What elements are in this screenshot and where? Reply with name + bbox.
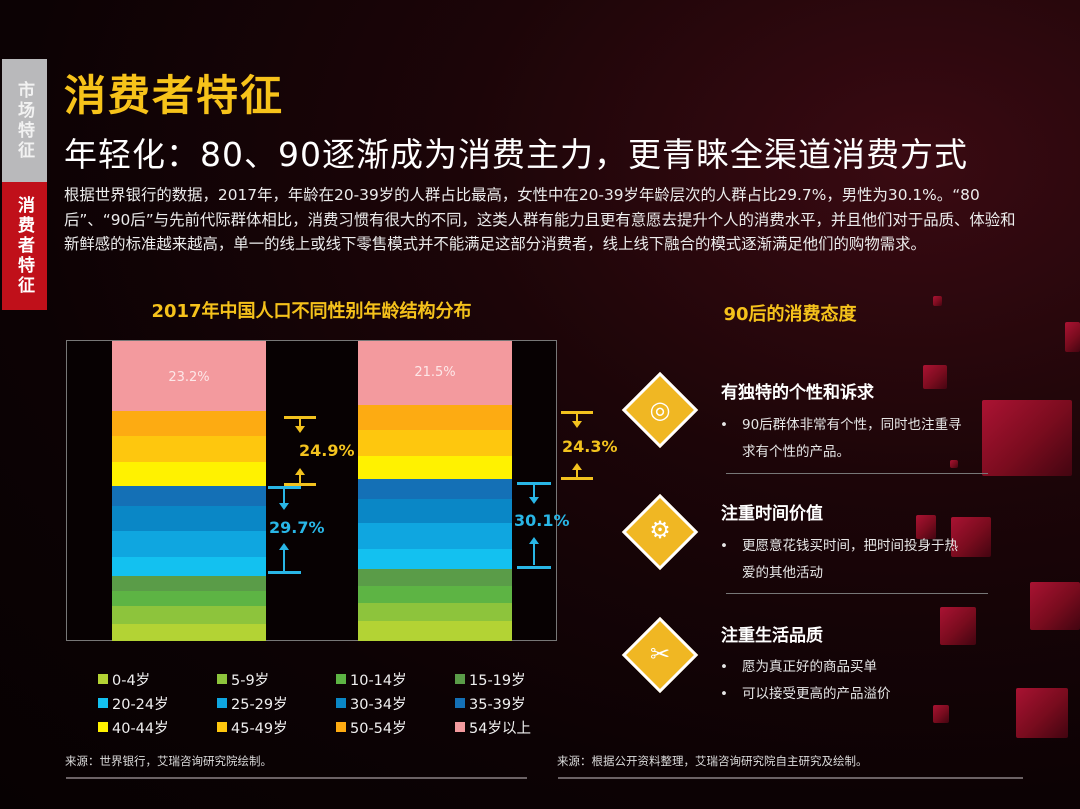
segment-25-29 xyxy=(358,523,512,549)
divider xyxy=(726,473,988,474)
attitude-bullets: 更愿意花钱买时间，把时间投身于热爱的其他活动 xyxy=(720,533,970,587)
bar-male: 21.5% xyxy=(358,341,512,641)
sidebar-item-label: 消费者特征 xyxy=(14,196,34,296)
decorative-cube xyxy=(1065,322,1080,352)
bar-value-label: 23.2% xyxy=(168,370,210,385)
segment-5-9 xyxy=(112,606,266,624)
bracket-label: 29.7% xyxy=(269,518,325,537)
segment-10-14 xyxy=(112,591,266,606)
segment-0-4 xyxy=(112,624,266,641)
bar-value-label: 21.5% xyxy=(414,365,456,380)
legend-item-15-19: 15-19岁 xyxy=(455,669,574,689)
bullet-item: 90后群体非常有个性，同时也注重寻求有个性的产品。 xyxy=(720,412,970,466)
bracket-label: 24.9% xyxy=(299,441,355,460)
segment-45-49 xyxy=(358,430,512,456)
bracket-label: 30.1% xyxy=(514,511,570,530)
decorative-cube xyxy=(933,705,949,723)
bracket-male-20-39: 30.1% xyxy=(514,482,587,572)
sidebar-item-label: 市场特征 xyxy=(14,80,34,161)
legend-item-54-plus: 54岁以上 xyxy=(455,717,574,737)
attitude-title: 注重生活品质 xyxy=(721,626,823,646)
intro-paragraph: 根据世界银行的数据，2017年，年龄在20-39岁的人群占比最高，女性中在20-… xyxy=(64,186,1016,253)
legend-item-45-49: 45-49岁 xyxy=(217,717,336,737)
segment-30-34 xyxy=(358,499,512,523)
segment-30-34 xyxy=(112,506,266,531)
legend-item-40-44: 40-44岁 xyxy=(98,717,217,737)
target-icon: ◎ xyxy=(649,396,671,424)
sidebar-item-market-features[interactable]: 市场特征 xyxy=(2,59,47,182)
attitudes-title: 90后的消费态度 xyxy=(723,304,857,325)
legend-item-10-14: 10-14岁 xyxy=(336,669,455,689)
segment-45-49 xyxy=(112,436,266,462)
segment-10-14 xyxy=(358,586,512,603)
segment-25-29 xyxy=(112,531,266,557)
attitude-item-personality: ◎ 有独特的个性和诉求 90后群体非常有个性，同时也注重寻求有个性的产品。 xyxy=(620,371,988,477)
legend-item-0-4: 0-4岁 xyxy=(98,669,217,689)
decorative-cube xyxy=(923,365,947,389)
segment-54-plus xyxy=(358,341,512,405)
decorative-cube xyxy=(940,607,976,645)
growth-chart-icon: ⚙ xyxy=(649,516,671,544)
segment-20-24 xyxy=(112,557,266,576)
bar-female: 23.2% xyxy=(112,341,266,641)
segment-40-44 xyxy=(358,456,512,479)
attitude-bullets: 愿为真正好的商品买单 可以接受更高的产品溢价 xyxy=(720,654,970,708)
bracket-female-20-39: 29.7% xyxy=(268,486,338,576)
page-title: 消费者特征 xyxy=(64,71,285,120)
divider xyxy=(558,777,1023,779)
attitude-title: 有独特的个性和诉求 xyxy=(721,383,874,403)
bullet-item: 更愿意花钱买时间，把时间投身于热爱的其他活动 xyxy=(720,533,970,587)
segment-15-19 xyxy=(112,576,266,591)
chart-title: 2017年中国人口不同性别年龄结构分布 xyxy=(151,301,472,322)
decorative-cube xyxy=(1016,688,1068,738)
divider xyxy=(66,777,527,779)
segment-50-54 xyxy=(358,405,512,430)
bracket-label: 24.3% xyxy=(562,437,618,456)
segment-20-24 xyxy=(358,549,512,569)
attitude-item-time-value: ⚙ 注重时间价值 更愿意花钱买时间，把时间投身于热爱的其他活动 xyxy=(620,490,988,600)
decorative-cube xyxy=(1030,582,1080,630)
segment-35-39 xyxy=(112,486,266,506)
attitude-bullets: 90后群体非常有个性，同时也注重寻求有个性的产品。 xyxy=(720,412,970,466)
segment-15-19 xyxy=(358,569,512,586)
legend-item-30-34: 30-34岁 xyxy=(336,693,455,713)
attitudes-source: 来源：根据公开资料整理，艾瑞咨询研究院自主研究及绘制。 xyxy=(557,754,868,768)
tools-icon: ✂ xyxy=(649,640,671,668)
sidebar-item-consumer-features[interactable]: 消费者特征 xyxy=(2,182,47,310)
segment-5-9 xyxy=(358,603,512,621)
chart-legend: 0-4岁 5-9岁 10-14岁 15-19岁 20-24岁 25-29岁 30… xyxy=(98,669,538,737)
segment-35-39 xyxy=(358,479,512,499)
decorative-cube xyxy=(982,400,1072,476)
segment-54-plus xyxy=(112,341,266,411)
chart-frame: 23.2% 21.5% xyxy=(66,340,557,641)
attitude-item-life-quality: ✂ 注重生活品质 愿为真正好的商品买单 可以接受更高的产品溢价 xyxy=(620,612,980,712)
segment-40-44 xyxy=(112,462,266,486)
legend-item-5-9: 5-9岁 xyxy=(217,669,336,689)
divider xyxy=(726,593,988,594)
bracket-male-40-54: 24.3% xyxy=(561,411,631,483)
segment-0-4 xyxy=(358,621,512,641)
bullet-item: 可以接受更高的产品溢价 xyxy=(720,681,970,708)
bracket-female-40-54: 24.9% xyxy=(284,416,355,488)
legend-item-50-54: 50-54岁 xyxy=(336,717,455,737)
page-subtitle: 年轻化：80、90逐渐成为消费主力，更青睐全渠道消费方式 xyxy=(64,135,968,174)
segment-50-54 xyxy=(112,411,266,436)
legend-item-25-29: 25-29岁 xyxy=(217,693,336,713)
legend-item-35-39: 35-39岁 xyxy=(455,693,574,713)
attitude-title: 注重时间价值 xyxy=(721,504,823,524)
chart-source: 来源：世界银行，艾瑞咨询研究院绘制。 xyxy=(65,754,272,768)
legend-item-20-24: 20-24岁 xyxy=(98,693,217,713)
bullet-item: 愿为真正好的商品买单 xyxy=(720,654,970,681)
decorative-cube xyxy=(933,296,942,306)
